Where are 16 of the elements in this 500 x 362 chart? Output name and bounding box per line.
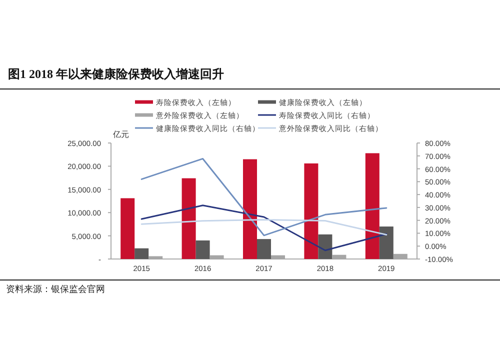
- bar: [304, 163, 318, 259]
- bar: [257, 239, 271, 259]
- line-series: [140, 204, 388, 252]
- bar: [379, 226, 394, 259]
- bar: [134, 248, 149, 259]
- bar: [243, 159, 257, 259]
- bar: [365, 153, 380, 259]
- bar: [120, 198, 135, 259]
- y-axis-title: 亿元: [112, 130, 129, 139]
- text: 资料来源：银保监会官网: [6, 284, 105, 294]
- line-series: [140, 218, 388, 236]
- bar: [318, 234, 332, 259]
- line-series: [140, 158, 388, 236]
- bar: [182, 178, 196, 259]
- bar: [196, 240, 210, 259]
- chart-title: 图1 2018 年以来健康险保费收入增速回升: [8, 67, 224, 81]
